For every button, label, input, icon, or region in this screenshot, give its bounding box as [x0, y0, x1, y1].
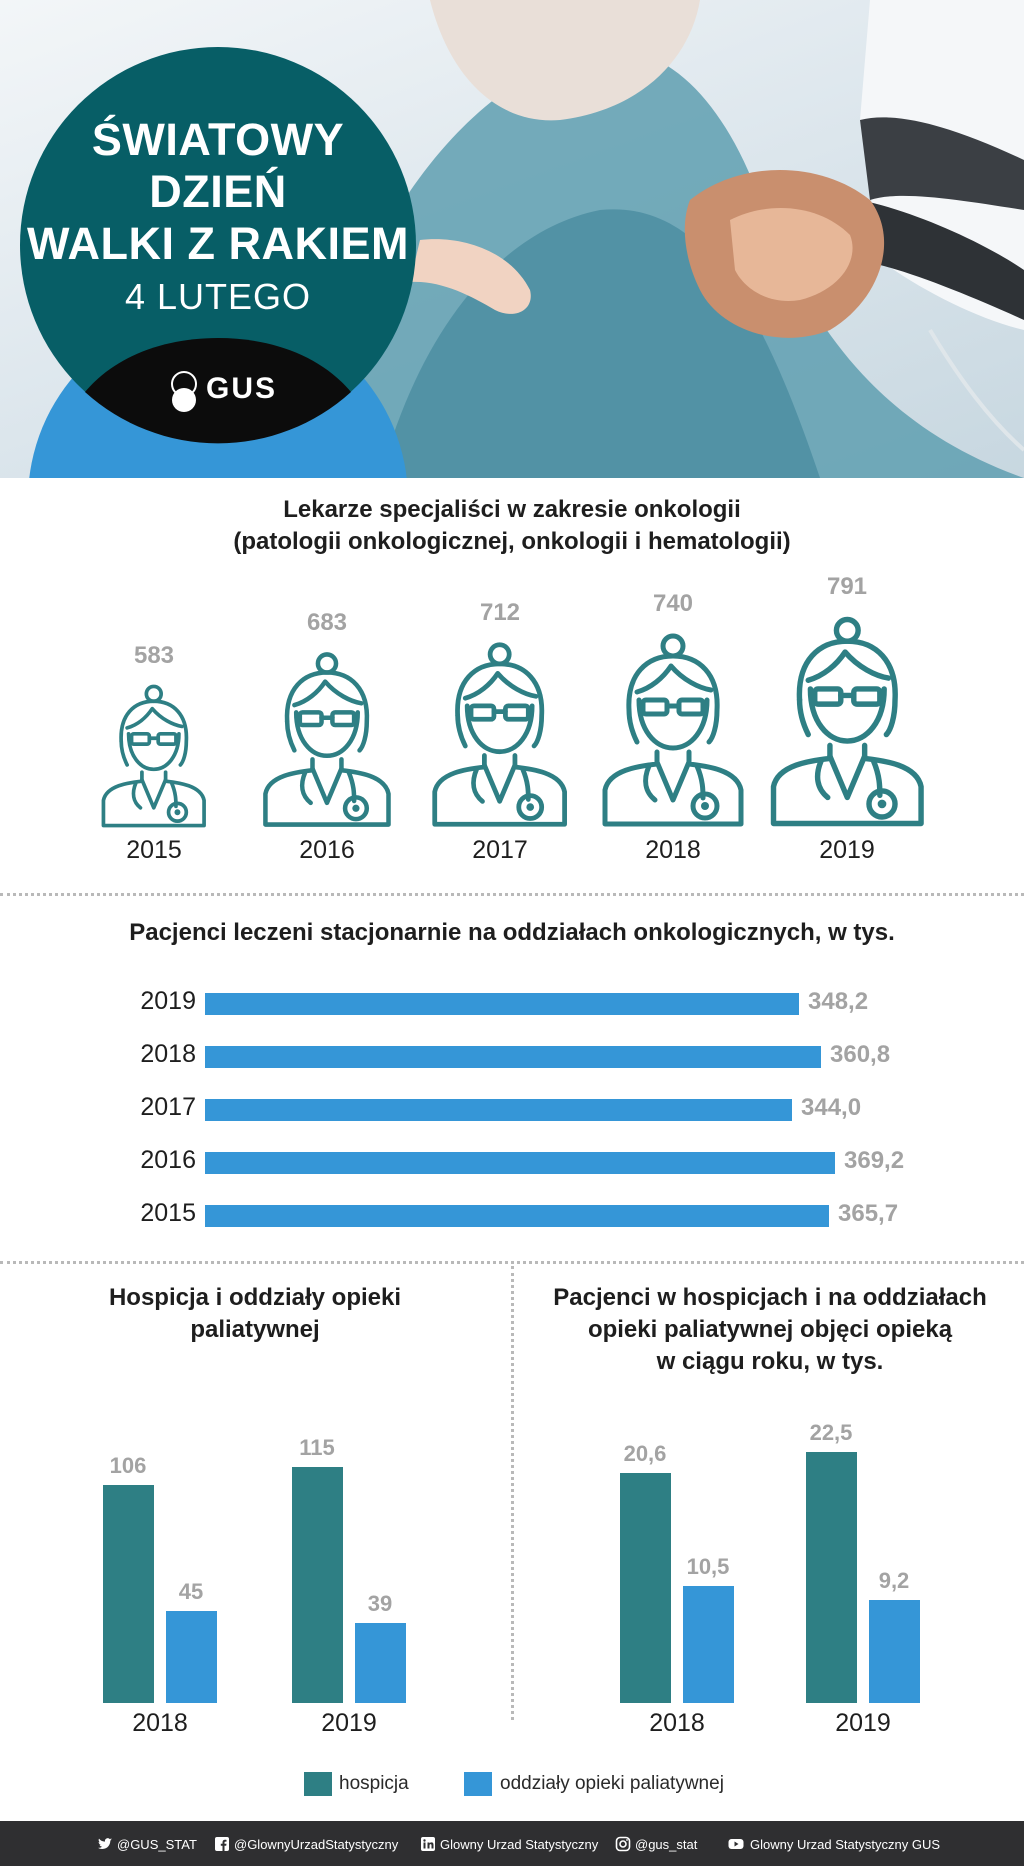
footer: @GUS_STAT @GlownyUrzadStatystyczny Glown…	[0, 1821, 1024, 1866]
facebook-icon	[215, 1837, 229, 1851]
doctor-year-label: 2019	[819, 836, 875, 864]
footer-linkedin-text: Glowny Urzad Statystyczny	[440, 1836, 599, 1852]
hospices-chart-title-line: paliatywnej	[190, 1316, 320, 1343]
palliative-bar-2018-oddzialy	[683, 1586, 734, 1703]
hbar-year-label: 2016	[140, 1146, 196, 1174]
legend-label: oddziały opieki paliatywnej	[500, 1773, 724, 1794]
doctor-icon	[602, 633, 744, 827]
footer-facebook-text: @GlownyUrzadStatystyczny	[234, 1836, 399, 1852]
footer-linkedin-link[interactable]: Glowny Urzad Statystyczny	[420, 1834, 598, 1854]
divider	[511, 1266, 514, 1720]
palliative-value-label: 20,6	[623, 1441, 667, 1466]
hbar-2015	[205, 1205, 829, 1227]
palliative-patients-chart-title-line: Pacjenci w hospicjach i na oddziałach	[553, 1284, 987, 1311]
palliative-value-label: 9,2	[878, 1568, 910, 1593]
doctor-value-label: 740	[652, 590, 694, 617]
hospices-bar-2018-hospicja	[103, 1485, 154, 1703]
doctor-icon-2016	[260, 649, 394, 835]
hbar-value-label: 348,2	[808, 988, 869, 1015]
hbar-value-label: 344,0	[801, 1094, 862, 1121]
hospices-category-label: 2018	[132, 1709, 188, 1737]
hbar-2017	[205, 1099, 792, 1121]
hospices-value-label: 106	[109, 1453, 147, 1478]
gus-logo-text: GUS	[206, 372, 278, 405]
palliative-value-label: 22,5	[809, 1420, 853, 1445]
hero-title-line: DZIEŃ	[149, 166, 287, 217]
gus-logo-icon	[171, 371, 197, 412]
hero-banner: ŚWIATOWY DZIEŃ WALKI Z RAKIEM 4 LUTEGO G…	[0, 0, 1024, 478]
divider	[0, 1261, 1024, 1264]
hospices-chart-title: Hospicja i oddziały opieki paliatywnej	[40, 1282, 470, 1346]
footer-instagram-link[interactable]: @gus_stat	[615, 1834, 697, 1854]
instagram-icon	[615, 1836, 631, 1852]
hbar-2018	[205, 1046, 821, 1068]
footer-youtube-text: Glowny Urzad Statystyczny GUS	[750, 1836, 940, 1852]
hbar-2019	[205, 993, 799, 1015]
doctor-value-label: 583	[133, 642, 175, 669]
legend-swatch-oddzialy	[464, 1772, 492, 1796]
inpatients-chart-title: Pacjenci leczeni stacjonarnie na oddział…	[129, 919, 895, 946]
palliative-category-label: 2019	[835, 1709, 891, 1737]
hospices-bar-2019-hospicja	[292, 1467, 343, 1703]
palliative-value-label: 10,5	[686, 1554, 730, 1579]
gus-logo: GUS	[170, 370, 300, 414]
footer-youtube-link[interactable]: Glowny Urzad Statystyczny GUS	[726, 1834, 940, 1854]
hospices-category-label: 2019	[321, 1709, 377, 1737]
divider	[0, 893, 1024, 896]
hospices-bar-2018-oddzialy	[166, 1611, 217, 1703]
youtube-icon	[728, 1839, 744, 1849]
doctor-value-label: 791	[826, 573, 868, 600]
doctors-chart-title-line: (patologii onkologicznej, onkologii i he…	[233, 528, 791, 555]
palliative-bar-2019-oddzialy	[869, 1600, 920, 1703]
palliative-patients-chart-title: Pacjenci w hospicjach i na oddziałach op…	[525, 1282, 1015, 1378]
hero-date: 4 LUTEGO	[124, 276, 312, 317]
footer-twitter-text: @GUS_STAT	[117, 1836, 197, 1852]
hospices-chart-title-line: Hospicja i oddziały opieki	[108, 1284, 402, 1311]
hbar-year-label: 2019	[140, 987, 196, 1015]
hero-title: ŚWIATOWY DZIEŃ WALKI Z RAKIEM 4 LUTEGO	[22, 50, 414, 320]
doctor-icon-2018	[599, 630, 747, 835]
hbar-value-label: 360,8	[830, 1041, 891, 1068]
doctor-icon	[263, 652, 391, 827]
hbar-value-label: 365,7	[838, 1200, 899, 1227]
legend-swatch-hospicja	[304, 1772, 332, 1796]
palliative-patients-chart-title-line: w ciągu roku, w tys.	[656, 1348, 884, 1375]
doctor-icon-2019	[767, 613, 928, 835]
doctor-icon	[432, 642, 568, 827]
palliative-bar-2018-hospicja	[620, 1473, 671, 1703]
legend-label: hospicja	[339, 1773, 409, 1794]
doctor-icon	[770, 616, 924, 827]
footer-instagram-text: @gus_stat	[635, 1836, 698, 1852]
hbar-value-label: 369,2	[844, 1147, 905, 1174]
hero-title-line: WALKI Z RAKIEM	[27, 218, 409, 269]
footer-twitter-link[interactable]: @GUS_STAT	[97, 1834, 197, 1854]
hbar-year-label: 2015	[140, 1199, 196, 1227]
hbar-year-label: 2018	[140, 1040, 196, 1068]
hbar-2016	[205, 1152, 835, 1174]
doctor-icon-2015	[99, 682, 209, 835]
doctor-year-label: 2016	[299, 836, 355, 864]
palliative-patients-chart-title-line: opieki paliatywnej objęci opieką	[587, 1316, 953, 1343]
doctor-icon	[101, 684, 207, 828]
hospices-value-label: 45	[178, 1579, 204, 1604]
doctor-value-label: 683	[306, 609, 348, 636]
hospices-bar-2019-oddzialy	[355, 1623, 406, 1703]
hbar-year-label: 2017	[140, 1093, 196, 1121]
doctor-year-label: 2015	[126, 836, 182, 864]
doctor-year-label: 2018	[645, 836, 701, 864]
footer-facebook-link[interactable]: @GlownyUrzadStatystyczny	[214, 1834, 398, 1854]
palliative-bar-2019-hospicja	[806, 1452, 857, 1703]
doctor-value-label: 712	[479, 599, 521, 626]
linkedin-icon	[421, 1837, 435, 1851]
twitter-icon	[98, 1838, 112, 1850]
hero-title-line: ŚWIATOWY	[91, 114, 345, 165]
doctor-year-label: 2017	[472, 836, 528, 864]
hospices-value-label: 115	[299, 1435, 335, 1460]
doctors-chart-title-line: Lekarze specjaliści w zakresie onkologii	[283, 496, 741, 523]
palliative-category-label: 2018	[649, 1709, 705, 1737]
doctor-icon-2017	[429, 639, 570, 835]
hospices-value-label: 39	[367, 1591, 393, 1616]
hero-photo	[20, 0, 1024, 478]
doctors-chart-title: Lekarze specjaliści w zakresie onkologii…	[100, 494, 924, 558]
